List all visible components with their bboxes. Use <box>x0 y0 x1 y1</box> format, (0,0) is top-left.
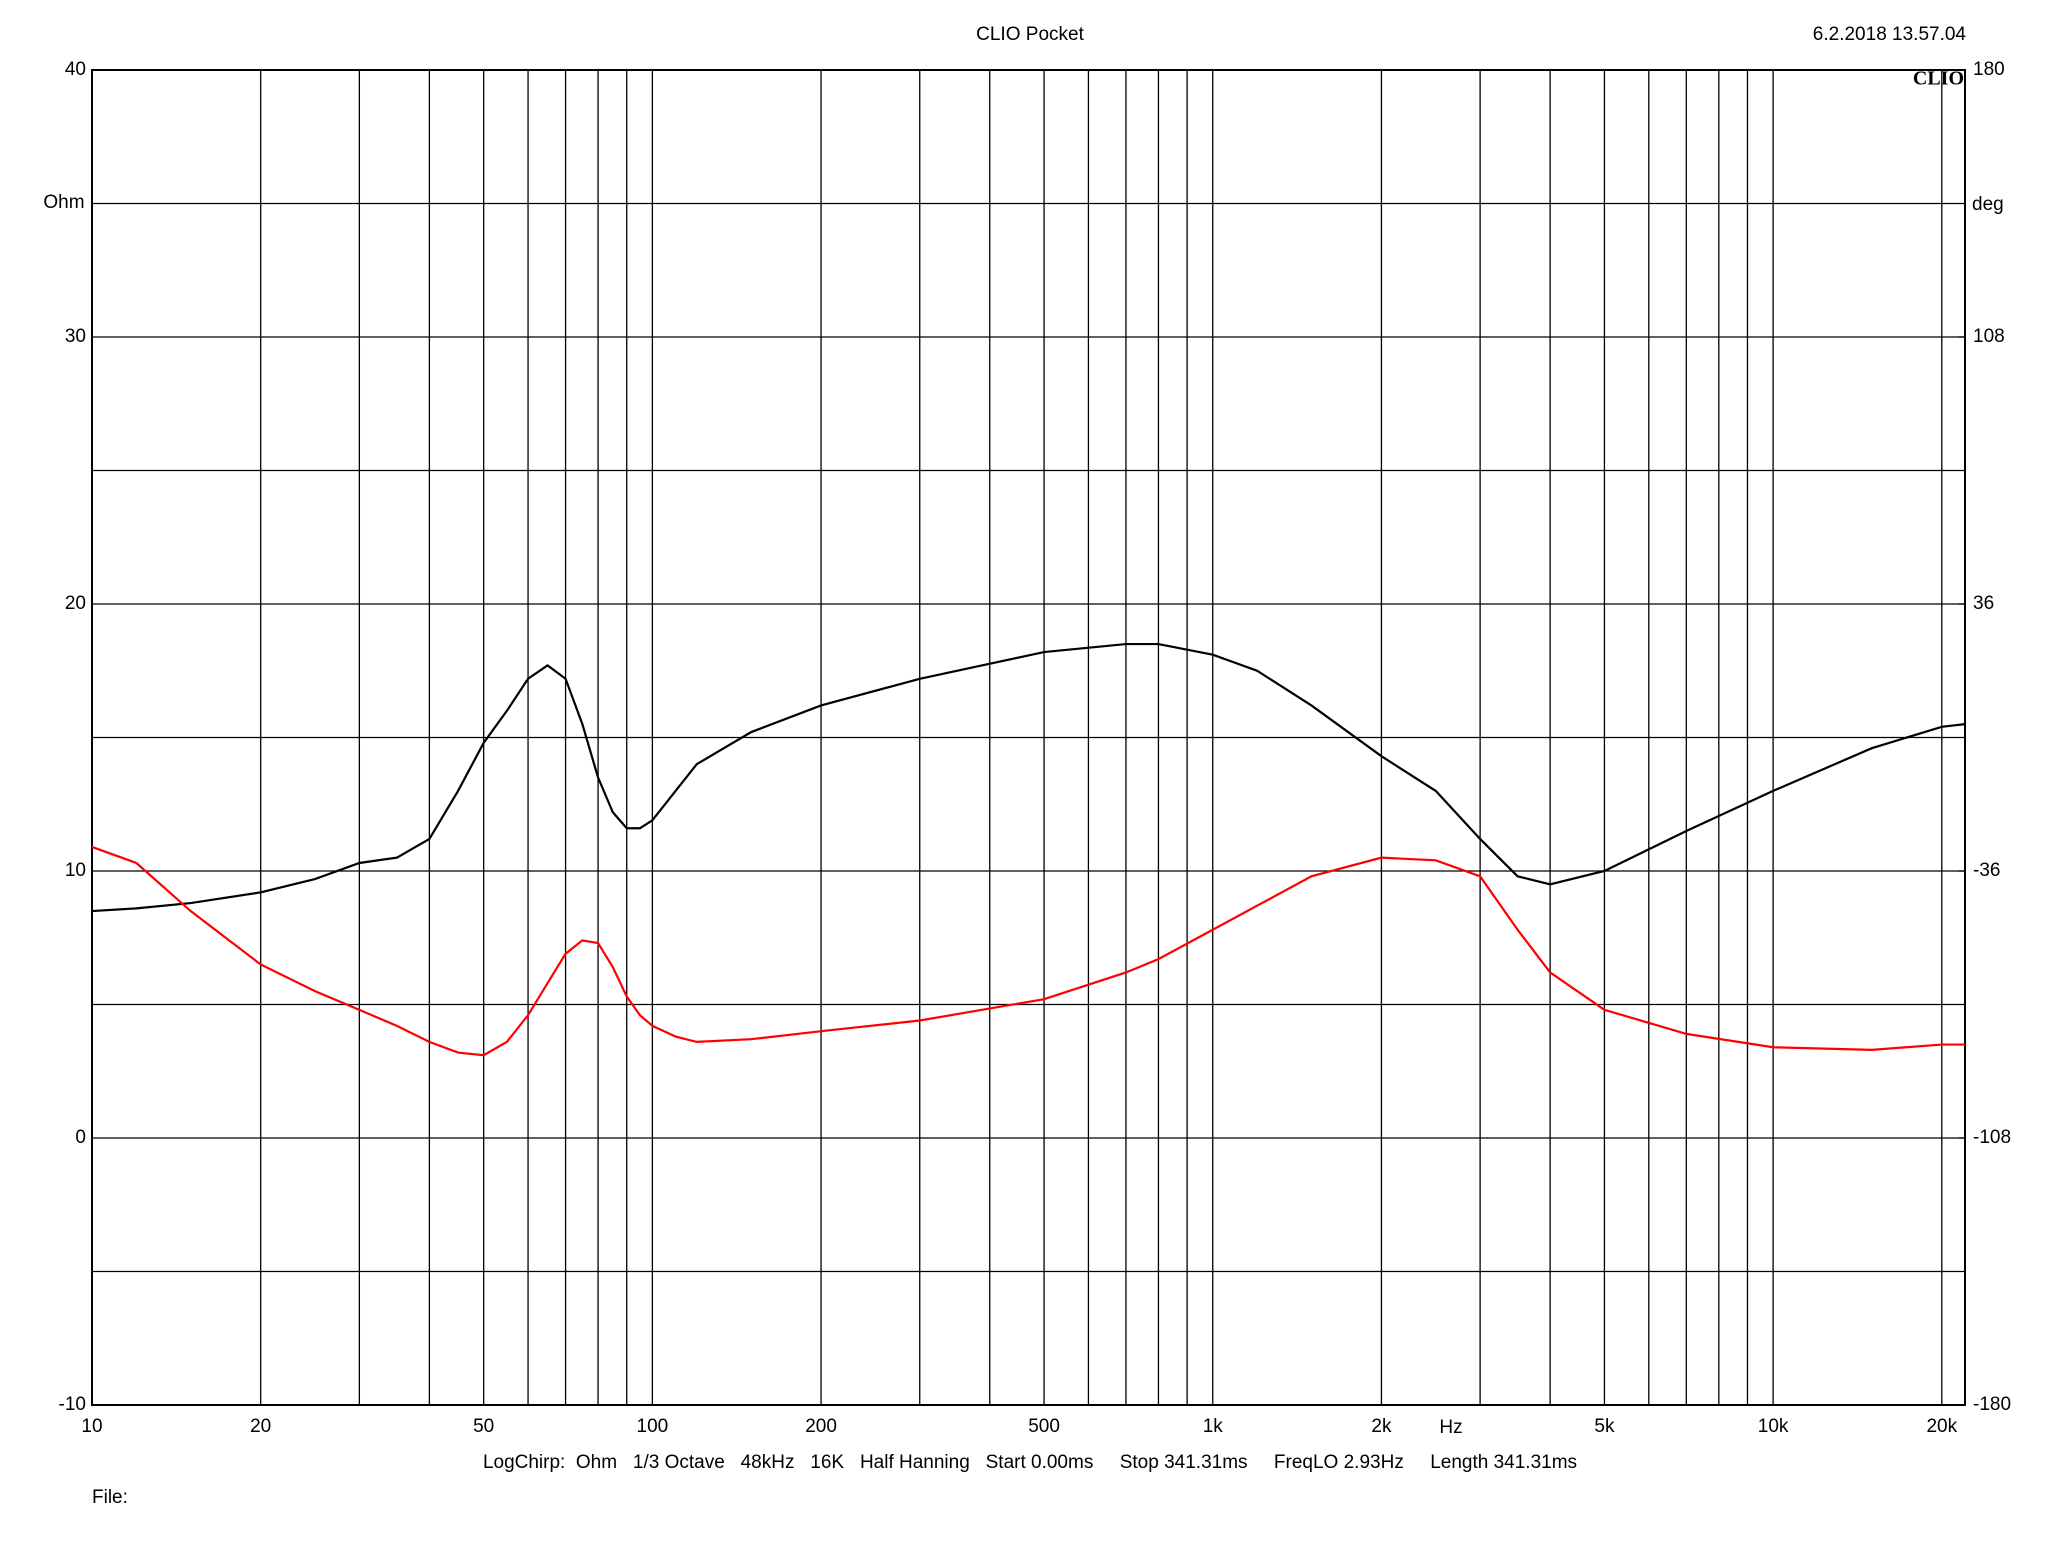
x-tick-label: 20k <box>1926 1416 1957 1437</box>
y2-axis-label: deg <box>1972 194 2004 215</box>
y2-tick-label: -108 <box>1973 1127 2011 1148</box>
y2-tick-label: 36 <box>1973 593 1994 614</box>
line-series <box>91 642 1966 913</box>
y-tick-label: 0 <box>75 1127 86 1148</box>
x-tick-label: 10k <box>1758 1416 1789 1437</box>
file-label: File: <box>92 1487 128 1508</box>
y2-tick-label: -36 <box>1973 860 2000 881</box>
y-tick-label: 40 <box>65 59 86 80</box>
x-tick-label: 1k <box>1203 1416 1224 1437</box>
y-axis-label: Ohm <box>43 192 84 213</box>
x-tick-label: 20 <box>250 1416 271 1437</box>
x-tick-label: 2k <box>1371 1416 1392 1437</box>
x-tick-label: 200 <box>805 1416 837 1437</box>
timestamp: 6.2.2018 13.57.04 <box>1813 24 1967 45</box>
chart-title: CLIO Pocket <box>976 24 1084 45</box>
y-tick-label: 10 <box>65 860 86 881</box>
x-axis-label: Hz <box>1439 1417 1462 1438</box>
y-tick-label: 30 <box>65 326 86 347</box>
logo: CLIO <box>1913 68 1964 90</box>
y2-tick-label: 180 <box>1973 59 2005 80</box>
x-tick-label: 50 <box>473 1416 494 1437</box>
x-tick-label: 100 <box>637 1416 669 1437</box>
x-tick-label: 500 <box>1028 1416 1060 1437</box>
footer: LogChirp: Ohm 1/3 Octave 48kHz 16K Half … <box>483 1452 1577 1473</box>
x-tick-label: 10 <box>81 1416 102 1437</box>
line-series <box>91 845 1965 1057</box>
y-tick-label: 20 <box>65 593 86 614</box>
y2-tick-label: 108 <box>1973 326 2005 347</box>
plot-frame <box>91 69 1966 1406</box>
x-tick-label: 5k <box>1594 1416 1615 1437</box>
y-tick-label: -10 <box>59 1394 86 1415</box>
y2-tick-label: -180 <box>1973 1394 2011 1415</box>
